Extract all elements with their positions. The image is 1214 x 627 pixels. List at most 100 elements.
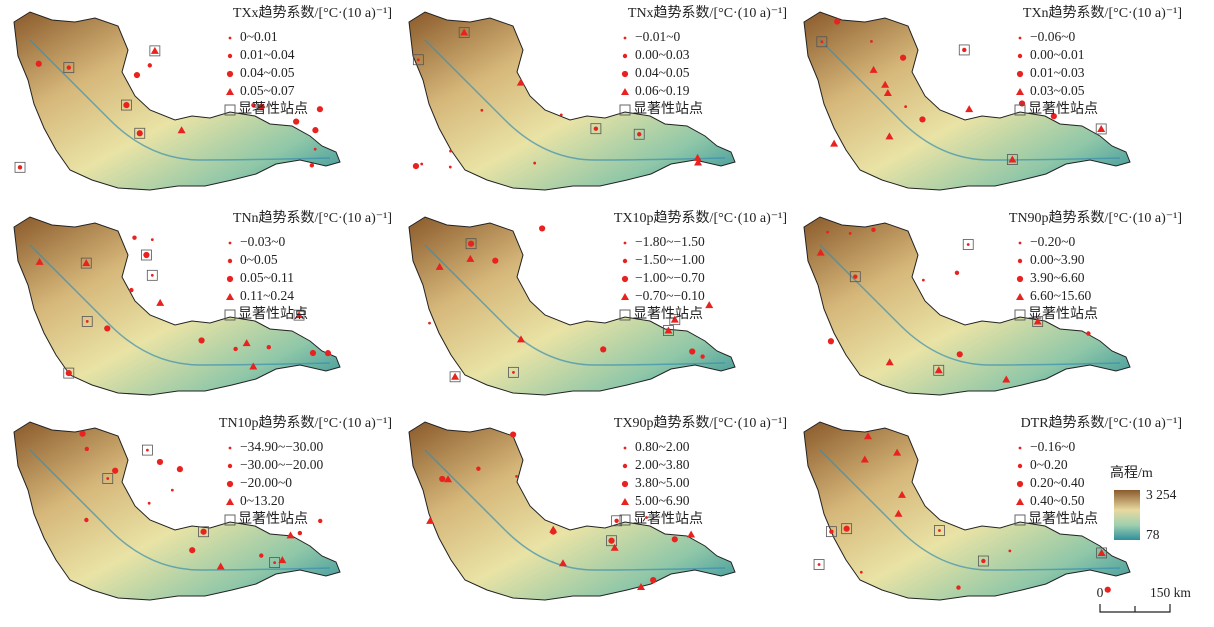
station-symbol [134,72,140,78]
elevation-title: 高程/m [1110,464,1153,481]
station-symbol [229,242,232,245]
legend-label: 0.01~0.03 [1030,65,1085,80]
station-symbol [18,165,22,169]
station-symbol [146,449,149,452]
legend-label: 0.20~0.40 [1030,475,1085,490]
legend-label: −0.03~0 [240,234,286,249]
legend-significance: 显著性站点 [633,101,703,117]
station-symbol [672,536,678,542]
station-symbol [624,447,627,450]
legend-label: 0.03~0.05 [1030,83,1085,98]
station-symbol [417,58,420,61]
panels: TXx趋势系数/[°C·(10 a)⁻¹]0~0.010.01~0.040.04… [14,5,1182,600]
station-symbol [227,276,233,282]
legend-label: −20.00~0 [240,475,292,490]
station-symbol [151,47,159,54]
station-symbol [36,61,42,67]
station-symbol [198,337,204,343]
station-symbol [834,18,840,24]
legend-label: 0.00~0.03 [635,47,690,62]
station-symbol [623,54,627,58]
station-symbol [700,354,704,358]
map-panel: TXn趋势系数/[°C·(10 a)⁻¹]−0.06~00.00~0.010.0… [804,5,1182,190]
station-symbol [293,119,299,125]
station-symbol [492,258,498,264]
station-symbol [1016,498,1024,505]
station-symbol [79,431,85,437]
legend-significance: 显著性站点 [1028,101,1098,117]
station-symbol [157,459,163,465]
station-symbol [227,71,233,77]
station-symbol [957,351,963,357]
station-symbol [267,345,271,349]
station-symbol [624,37,627,40]
station-symbol [919,116,925,122]
station-symbol [1017,276,1023,282]
panel-title: DTR趋势系数/[°C·(10 a)⁻¹] [1021,415,1182,431]
legend-label: −1.80~−1.50 [635,234,705,249]
legend-significance: 显著性站点 [238,101,308,117]
station-symbol [287,531,295,538]
station-symbol [560,113,563,116]
station-symbol [826,231,829,234]
station-symbol [171,489,174,492]
station-symbol [227,481,233,487]
station-symbol [622,276,628,282]
legend-label: −1.00~−0.70 [635,270,705,285]
station-symbol [600,346,606,352]
panel-title: TXn趋势系数/[°C·(10 a)⁻¹] [1023,5,1182,21]
station-symbol [829,529,833,533]
elevation-min: 78 [1146,527,1160,542]
station-symbol [1018,259,1022,263]
station-symbol [310,350,316,356]
station-symbol [849,232,852,235]
station-symbol [614,519,618,523]
station-symbol [200,529,206,535]
scale-end: 150 km [1150,585,1191,600]
station-symbol [533,162,536,165]
station-symbol [318,519,322,523]
legend-label: 0.04~0.05 [635,65,690,80]
legend-label: −0.70~−0.10 [635,288,705,303]
station-symbol [594,127,598,131]
map-panel: TX10p趋势系数/[°C·(10 a)⁻¹]−1.80~−1.50−1.50~… [409,210,787,395]
station-symbol [123,102,129,108]
station-symbol [705,301,713,308]
station-symbol [1019,447,1022,450]
station-symbol [189,547,195,553]
legend-label: −1.50~−1.00 [635,252,705,267]
map-panel: TX90p趋势系数/[°C·(10 a)⁻¹]0.80~2.002.00~3.8… [409,415,787,600]
elevation-bar [1114,490,1140,540]
station-symbol [624,242,627,245]
station-symbol [1018,54,1022,58]
legend-label: 2.00~3.80 [635,457,690,472]
basin-map [409,12,735,190]
station-symbol [476,467,480,471]
station-symbol [449,166,452,169]
station-symbol [228,464,232,468]
panel-title: TNn趋势系数/[°C·(10 a)⁻¹] [233,210,392,226]
legend-label: 0.05~0.11 [240,270,294,285]
station-symbol [451,373,459,380]
station-symbol [226,88,234,95]
panel-title: TN90p趋势系数/[°C·(10 a)⁻¹] [1009,210,1182,226]
station-symbol [621,293,629,300]
legend-label: 0~0.01 [240,29,278,44]
basin-map [804,217,1130,395]
station-symbol [1019,100,1025,106]
figure: TXx趋势系数/[°C·(10 a)⁻¹]0~0.010.01~0.040.04… [0,0,1214,627]
station-symbol [112,468,118,474]
station-symbol [830,140,838,147]
station-symbol [1017,71,1023,77]
station-symbol [428,322,431,325]
station-symbol [317,106,323,112]
legend-label: −0.01~0 [635,29,681,44]
legend-label: 0.01~0.04 [240,47,295,62]
station-symbol [132,235,136,239]
station-symbol [965,105,973,112]
station-symbol [870,40,873,43]
station-symbol [818,563,821,566]
station-symbol [967,243,970,246]
station-symbol [129,288,133,292]
station-symbol [151,238,154,241]
